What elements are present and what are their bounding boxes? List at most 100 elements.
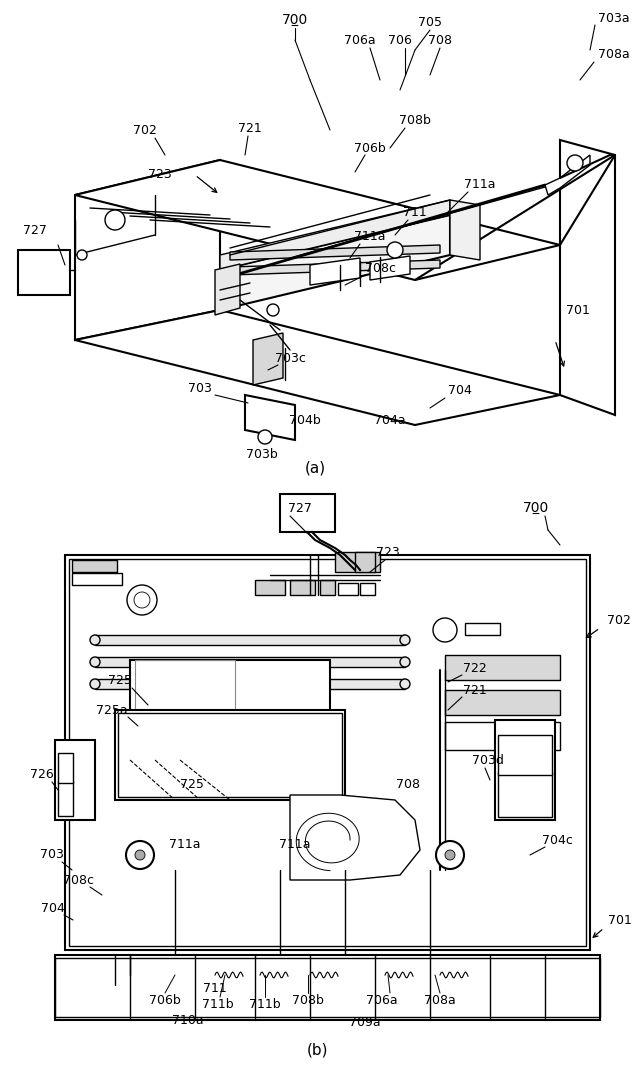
Bar [445,723,500,750]
Text: 703c: 703c [275,351,305,365]
Polygon shape [253,333,283,384]
Circle shape [90,679,100,689]
Text: 711a: 711a [279,838,311,851]
Bar [505,723,560,750]
Text: 704c: 704c [541,834,572,847]
Text: 708b: 708b [399,113,431,126]
Text: 727: 727 [288,501,312,514]
Circle shape [400,635,410,645]
Text: 700: 700 [523,501,549,515]
Bar [55,740,95,820]
Bar [72,573,122,585]
Bar [58,781,73,816]
Polygon shape [245,395,295,440]
Text: 706a: 706a [344,33,376,46]
Text: 703: 703 [188,381,212,394]
Bar [498,735,552,775]
Text: 711b: 711b [249,999,281,1012]
Polygon shape [75,310,560,426]
Circle shape [567,156,583,171]
Bar [95,657,405,667]
Bar [95,635,405,645]
Text: 701: 701 [608,914,632,927]
Bar [498,772,552,816]
Circle shape [77,249,87,260]
Circle shape [134,592,150,608]
Text: 706a: 706a [366,994,398,1007]
Text: 725a: 725a [96,703,128,716]
Circle shape [90,635,100,645]
Bar [115,710,345,800]
Text: 706b: 706b [149,994,181,1007]
Polygon shape [230,260,440,275]
Text: 704a: 704a [374,414,406,427]
Text: 708b: 708b [292,994,324,1007]
Text: 722: 722 [463,661,487,675]
Text: 704: 704 [448,383,472,396]
Circle shape [400,657,410,667]
Polygon shape [560,140,615,415]
Text: 725: 725 [108,674,132,687]
Polygon shape [290,795,420,880]
Text: 703b: 703b [246,448,278,461]
Bar [118,713,342,797]
Text: 725: 725 [180,779,204,792]
Bar [338,583,358,595]
Bar [320,580,335,595]
Text: 711b: 711b [202,999,234,1012]
Polygon shape [450,200,480,260]
Polygon shape [230,245,440,260]
Text: 705: 705 [418,15,442,28]
Text: 706b: 706b [354,141,386,154]
Bar [495,720,555,820]
Bar [65,555,590,950]
Text: 702: 702 [607,613,631,626]
Text: 711a: 711a [464,178,496,191]
Bar [445,654,560,680]
Bar [335,552,380,572]
Polygon shape [220,200,450,270]
Polygon shape [545,156,590,195]
Circle shape [126,841,154,869]
Circle shape [135,850,145,860]
Bar [95,679,405,689]
Text: 708: 708 [396,779,420,792]
Text: 711a: 711a [355,230,386,243]
Text: 708a: 708a [598,49,630,62]
Bar [69,559,586,946]
Bar [130,660,330,720]
Bar [355,552,375,572]
Text: 721: 721 [238,121,262,135]
Bar [55,958,600,1017]
Circle shape [127,585,157,615]
Circle shape [400,679,410,689]
Circle shape [387,242,403,258]
Bar [18,249,70,295]
Text: 701: 701 [566,303,590,316]
Circle shape [267,303,279,316]
Bar [135,660,235,715]
Polygon shape [370,256,410,280]
Text: 723: 723 [376,545,400,558]
Text: 727: 727 [23,224,47,237]
Bar [255,580,285,595]
Text: 700: 700 [282,13,308,27]
Bar [445,690,560,715]
Text: 709a: 709a [349,1015,381,1028]
Circle shape [436,841,464,869]
Polygon shape [75,160,220,340]
Text: 703d: 703d [472,754,504,767]
Text: 703a: 703a [598,12,630,25]
Circle shape [90,657,100,667]
Bar [280,494,335,532]
Text: 723: 723 [148,168,172,181]
Text: (a): (a) [305,460,326,475]
Text: 708: 708 [428,33,452,46]
Circle shape [258,430,272,444]
Text: 708c: 708c [63,874,93,887]
Text: 708c: 708c [365,261,396,274]
Text: 703: 703 [40,849,64,862]
Text: 721: 721 [463,684,487,697]
Polygon shape [215,264,240,315]
Bar [465,623,500,635]
